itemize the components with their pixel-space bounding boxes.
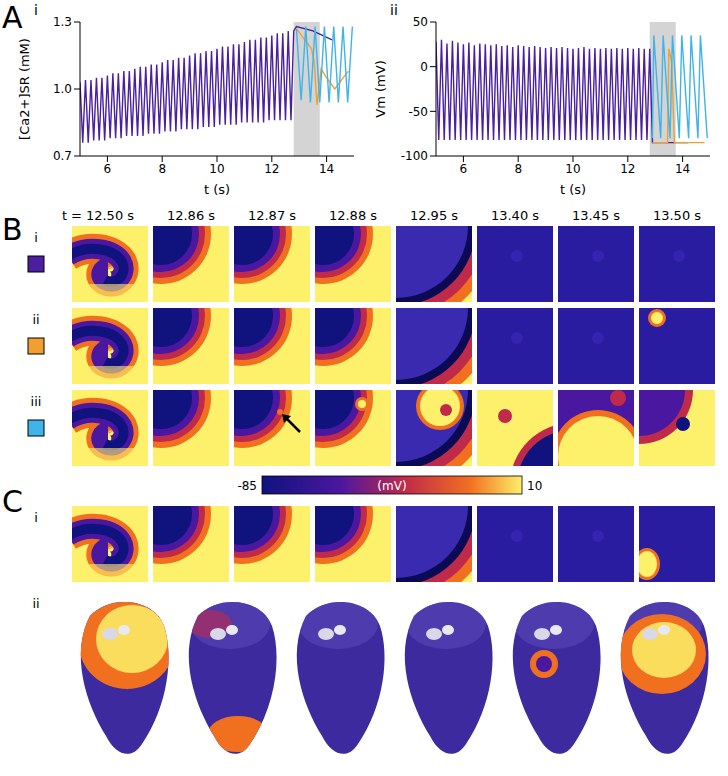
svg-text:12: 12 [620, 162, 635, 176]
svg-text:14: 14 [675, 162, 690, 176]
html-text:ii: ii [390, 2, 398, 18]
svg-text:13.45 s: 13.45 s [572, 208, 620, 223]
svg-text:6: 6 [104, 162, 112, 176]
svg-text:8: 8 [158, 162, 166, 176]
svg-text:-50: -50 [408, 105, 428, 119]
svg-text:i: i [34, 230, 38, 245]
svg-text:12.87 s: 12.87 s [248, 208, 296, 223]
svg-text:12: 12 [264, 162, 279, 176]
svg-text:[Ca2+]SR (mM): [Ca2+]SR (mM) [17, 38, 32, 140]
svg-text:8: 8 [514, 162, 522, 176]
svg-text:12.86 s: 12.86 s [167, 208, 215, 223]
svg-text:12.88 s: 12.88 s [329, 208, 377, 223]
svg-text:14: 14 [319, 162, 334, 176]
svg-text:6: 6 [460, 162, 468, 176]
html-text:i: i [34, 2, 38, 18]
svg-text:12.50 s: 12.50 s [86, 208, 134, 223]
svg-text:ii: ii [32, 596, 39, 611]
svg-text:1.3: 1.3 [53, 15, 72, 29]
svg-text:13.50 s: 13.50 s [653, 208, 701, 223]
svg-text:t (s): t (s) [560, 182, 586, 197]
svg-text:ii: ii [32, 312, 39, 327]
svg-text:0.7: 0.7 [53, 149, 72, 163]
svg-text:(mV): (mV) [377, 479, 406, 493]
svg-text:-85: -85 [237, 479, 257, 493]
svg-text:10: 10 [209, 162, 224, 176]
svg-text:B: B [2, 212, 23, 247]
svg-text:10: 10 [527, 479, 542, 493]
svg-text:10: 10 [565, 162, 580, 176]
svg-text:-100: -100 [401, 149, 428, 163]
svg-text:0: 0 [420, 60, 428, 74]
svg-text:A: A [2, 0, 23, 35]
svg-text:12.95 s: 12.95 s [410, 208, 458, 223]
svg-text:50: 50 [413, 15, 428, 29]
svg-text:iii: iii [31, 394, 42, 409]
svg-text:C: C [2, 484, 23, 519]
svg-text:t (s): t (s) [204, 182, 230, 197]
svg-text:13.40 s: 13.40 s [491, 208, 539, 223]
svg-text:t =: t = [62, 208, 82, 223]
svg-text:Vm (mV): Vm (mV) [373, 60, 388, 117]
svg-text:1.0: 1.0 [53, 82, 72, 96]
svg-text:i: i [34, 510, 38, 525]
